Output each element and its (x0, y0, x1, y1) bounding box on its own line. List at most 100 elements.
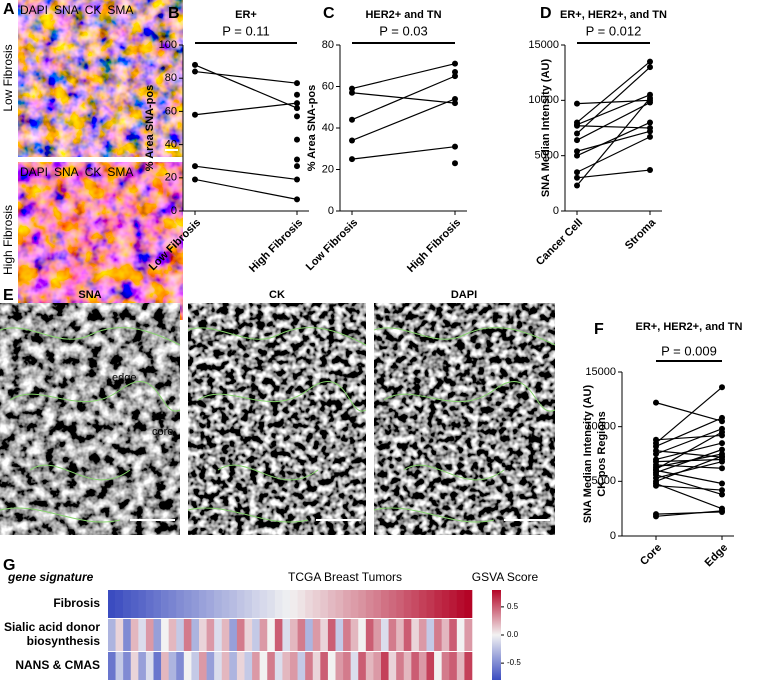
heatmap-cell (221, 619, 230, 651)
point (452, 68, 458, 75)
heatmap-cell (244, 619, 253, 651)
pair-line (576, 99, 651, 105)
point (349, 89, 355, 96)
pair-line (655, 461, 723, 479)
point (719, 487, 725, 494)
panel-label: G (3, 557, 15, 574)
heatmap-cell (426, 619, 435, 651)
point (719, 465, 725, 472)
low-fibrosis-image (18, 0, 183, 157)
point (647, 99, 653, 106)
heatmap-cell (411, 652, 420, 680)
heatmap-cell (403, 590, 412, 618)
y-tick-label: 60 (165, 105, 177, 117)
heatmap-cell (274, 590, 283, 618)
heatmap-cell (464, 590, 473, 618)
stain-label: CK (85, 165, 102, 179)
heatmap-cell (123, 590, 132, 618)
heatmap-cell (434, 619, 442, 651)
heatmap-cell (267, 619, 276, 651)
point (294, 105, 300, 112)
heatmap-cell (214, 619, 223, 651)
pair-line (655, 474, 723, 496)
pair-line (351, 75, 456, 121)
heatmap-cell (305, 590, 314, 618)
point (719, 429, 725, 436)
point (192, 68, 198, 75)
y-axis-label: % Area SNA-pos (144, 85, 156, 171)
x-tick-label: Cancer Cell (534, 217, 585, 268)
heatmap-cell (441, 619, 450, 651)
y-tick-label: 0 (610, 530, 616, 542)
heatmap-cell (206, 590, 215, 618)
heatmap-title: TCGA Breast Tumors (288, 570, 402, 584)
pair-line (576, 97, 651, 186)
heatmap-cell (168, 590, 177, 618)
point (574, 174, 580, 181)
x-tick-label: Low Fibrosis (304, 217, 360, 273)
heatmap-cell (130, 590, 139, 618)
heatmap-cell (252, 590, 260, 618)
heatmap-cell (312, 590, 321, 618)
heatmap-cell (161, 590, 169, 618)
heatmap-cell (199, 652, 207, 680)
point (294, 113, 300, 120)
pair-line (655, 428, 723, 455)
pair-line (351, 146, 456, 160)
heatmap-cell (403, 652, 412, 680)
point (647, 58, 653, 65)
point (294, 196, 300, 203)
image-title: SNA (78, 289, 101, 301)
heatmap-cell (282, 590, 291, 618)
panel-label: D (540, 5, 552, 22)
heatmap-cell (236, 619, 245, 651)
p-value: P = 0.11 (222, 23, 270, 38)
heatmap-cell (418, 590, 427, 618)
heatmap-cell (464, 652, 473, 680)
y-axis-label: % Area SNA-pos (306, 85, 318, 171)
heatmap-cell (396, 590, 405, 618)
point (719, 507, 725, 514)
heatmap-cell (312, 652, 321, 680)
heatmap-cell (274, 619, 283, 651)
heatmap-cell (214, 652, 223, 680)
heatmap-cell (267, 652, 276, 680)
pair-line (194, 102, 298, 116)
pair-line (194, 178, 298, 200)
heatmap-cell (343, 652, 351, 680)
heatmap-cell (115, 652, 124, 680)
heatmap-cell (130, 619, 139, 651)
point (192, 163, 198, 170)
point (574, 137, 580, 144)
heatmap-cell (396, 619, 405, 651)
chart-title: HER2+ and TN (365, 9, 441, 21)
point (647, 95, 653, 102)
point (574, 182, 580, 189)
row-label: Sialic acid donor (4, 620, 100, 634)
heatmap-cell (388, 619, 397, 651)
point (647, 128, 653, 135)
heatmap-cell (297, 652, 306, 680)
row-label: High Fibrosis (1, 205, 15, 275)
heatmap-cell (229, 652, 238, 680)
point (574, 122, 580, 129)
pair-line (351, 98, 456, 142)
heatmap-cell (388, 652, 397, 680)
y-tick-label: 10000 (585, 421, 616, 433)
heatmap-cell (267, 590, 276, 618)
panel-label: C (323, 5, 335, 22)
heatmap-cell (456, 652, 465, 680)
y-tick-label: 5000 (535, 150, 559, 162)
point (719, 453, 725, 460)
pair-line (655, 510, 723, 517)
heatmap-cell (108, 619, 116, 651)
heatmap-cell (312, 619, 321, 651)
heatmap-cell (365, 652, 374, 680)
point (349, 116, 355, 123)
heatmap-cell (327, 652, 336, 680)
point (647, 64, 653, 71)
heatmap-cell (145, 652, 154, 680)
heatmap-cell (161, 652, 169, 680)
pair-line (655, 449, 723, 474)
